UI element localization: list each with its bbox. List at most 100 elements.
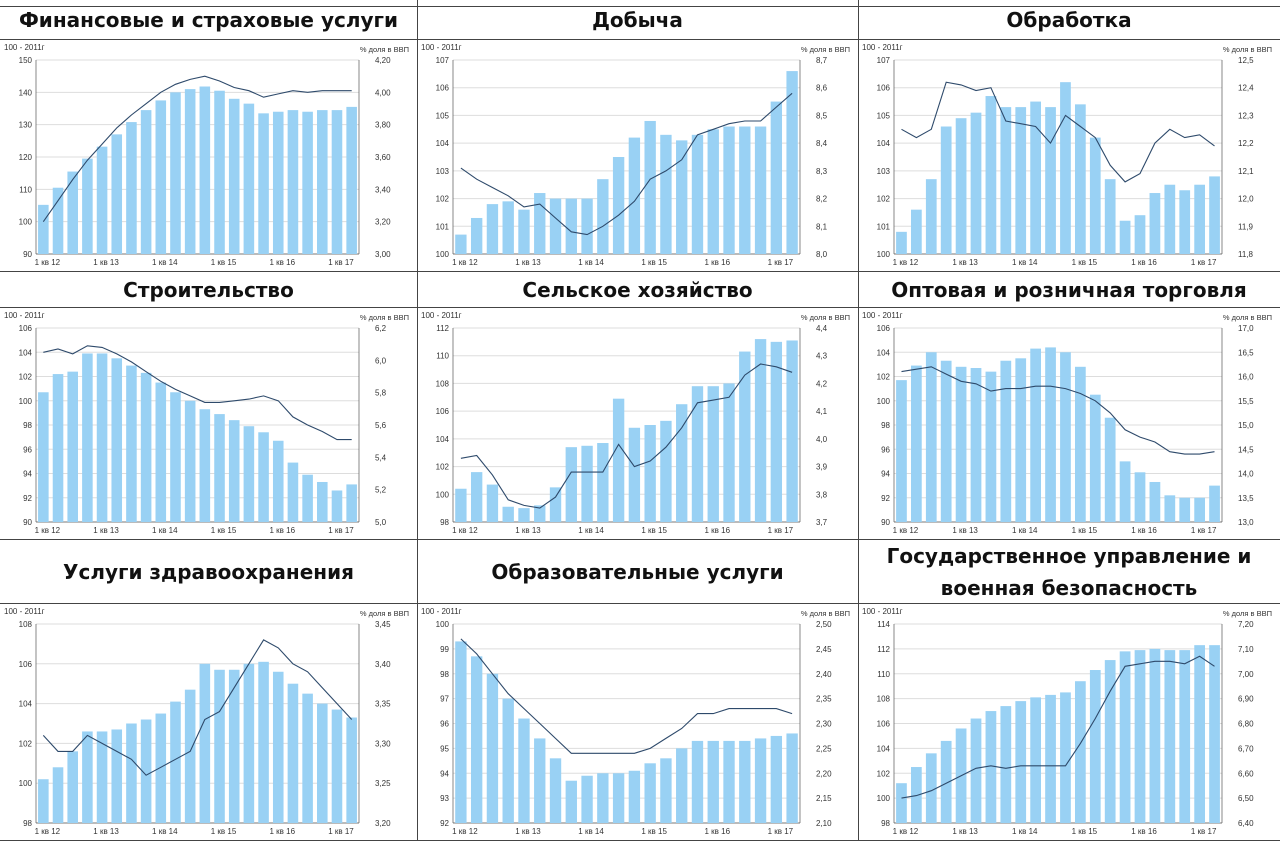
x-tick-label: 1 кв 17 — [1191, 258, 1217, 267]
right-tick-label: 3,40 — [375, 660, 391, 669]
bar — [1149, 481, 1161, 522]
left-tick-label: 92 — [881, 494, 890, 503]
chart-svg: 98 100 102 104 106 108 110 112 114 6,40 6,50 6,60 6,… — [862, 607, 1272, 836]
row-divider — [0, 39, 1280, 40]
left-tick-label: 104 — [19, 348, 33, 357]
right-tick-label: 3,80 — [375, 121, 391, 130]
share-line — [901, 81, 1215, 183]
bar — [896, 783, 907, 823]
bar — [38, 779, 49, 823]
x-tick-label: 1 кв 15 — [1072, 258, 1098, 267]
chart-area: 90 100 110 120 130 140 150 3,00 3,20 3,40 3,60 3,80… — [0, 40, 417, 272]
right-unit-label: % доля в ВВП — [801, 609, 850, 618]
left-tick-label: 106 — [19, 660, 33, 669]
right-tick-label: 6,50 — [1238, 794, 1254, 803]
bar — [140, 110, 152, 254]
x-tick-label: 1 кв 14 — [1012, 258, 1038, 267]
bar — [1000, 706, 1012, 823]
left-tick-label: 100 — [436, 620, 450, 629]
bar — [272, 440, 284, 522]
bar — [1015, 358, 1027, 522]
left-unit-label: 100 - 2011г — [862, 43, 903, 52]
bar — [970, 368, 982, 522]
bar — [1060, 82, 1071, 254]
bar — [1134, 650, 1146, 823]
share-line — [460, 638, 793, 754]
bar — [331, 709, 343, 823]
right-tick-label: 4,3 — [816, 352, 828, 361]
bar — [52, 374, 64, 522]
chart-area: 98 100 102 104 106 108 3,20 3,25 3,30 3,35 3,40 3,4… — [0, 604, 417, 841]
x-tick-label: 1 кв 12 — [452, 526, 478, 535]
left-tick-label: 112 — [877, 645, 890, 654]
bar — [707, 740, 719, 823]
bar — [1164, 650, 1176, 823]
left-tick-label: 94 — [881, 470, 890, 479]
left-unit-label: 100 - 2011г — [421, 43, 462, 52]
bar — [184, 400, 196, 522]
bar — [243, 663, 255, 823]
left-tick-label: 94 — [440, 769, 449, 778]
left-tick-label: 130 — [19, 121, 33, 130]
chart-area: 100 101 102 103 104 105 106 107 8,0 8,1 8,2 8,3 8,4 8… — [417, 40, 858, 272]
bar — [786, 71, 798, 254]
bar — [126, 723, 137, 823]
bar — [739, 740, 751, 823]
right-tick-label: 3,40 — [375, 185, 391, 194]
bar — [723, 383, 735, 522]
left-tick-label: 100 — [19, 779, 33, 788]
chart-title: Финансовые и страховые услуги — [18, 8, 399, 32]
x-tick-label: 1 кв 13 — [952, 526, 978, 535]
right-tick-label: 8,1 — [816, 222, 828, 231]
left-tick-label: 106 — [436, 407, 450, 416]
bar — [628, 770, 641, 823]
left-tick-label: 106 — [877, 324, 891, 333]
bar — [1209, 176, 1220, 254]
bar — [739, 351, 751, 522]
bar — [644, 763, 656, 823]
bar — [691, 386, 704, 522]
right-tick-label: 5,8 — [375, 389, 387, 398]
right-tick-label: 4,4 — [816, 324, 828, 333]
x-tick-label: 1 кв 14 — [578, 827, 604, 836]
x-tick-label: 1 кв 17 — [328, 526, 354, 535]
x-tick-label: 1 кв 16 — [269, 258, 295, 267]
x-tick-label: 1 кв 12 — [35, 526, 61, 535]
chart-panel: Государственное управление и военная без… — [858, 540, 1280, 841]
bar — [1015, 701, 1027, 823]
bar — [502, 698, 514, 823]
x-tick-label: 1 кв 13 — [952, 827, 978, 836]
right-tick-label: 6,80 — [1238, 720, 1254, 729]
right-tick-label: 12,2 — [1238, 139, 1254, 148]
chart-area: 100 101 102 103 104 105 106 107 11,8 11,9 12,0 12,1… — [858, 40, 1280, 272]
bar — [214, 669, 225, 823]
chart-svg: 90 92 94 96 98 100 102 104 106 5,0 5,2 5,4 5,6 5,8 6,0… — [4, 311, 409, 535]
x-tick-label: 1 кв 12 — [452, 827, 478, 836]
right-tick-label: 3,20 — [375, 819, 391, 828]
right-tick-label: 13,5 — [1238, 494, 1254, 503]
left-tick-label: 107 — [436, 56, 450, 65]
chart-title: Строительство — [123, 278, 294, 302]
bar — [985, 371, 997, 522]
bar — [346, 717, 357, 823]
bar — [126, 365, 137, 522]
left-tick-label: 98 — [440, 518, 449, 527]
bar — [565, 780, 577, 823]
left-tick-label: 106 — [877, 84, 891, 93]
right-tick-label: 3,35 — [375, 700, 391, 709]
bar — [155, 100, 167, 254]
bar — [940, 126, 952, 254]
bar — [676, 140, 688, 254]
x-tick-label: 1 кв 14 — [152, 526, 178, 535]
left-tick-label: 104 — [877, 139, 891, 148]
bar — [1030, 101, 1042, 254]
bar — [470, 472, 483, 522]
bar — [67, 751, 78, 823]
left-tick-label: 102 — [19, 739, 33, 748]
right-tick-label: 6,40 — [1238, 819, 1254, 828]
x-tick-label: 1 кв 16 — [704, 526, 730, 535]
bar — [1194, 497, 1206, 522]
bar — [96, 731, 108, 823]
right-tick-label: 4,2 — [816, 379, 828, 388]
right-tick-label: 2,45 — [816, 645, 832, 654]
